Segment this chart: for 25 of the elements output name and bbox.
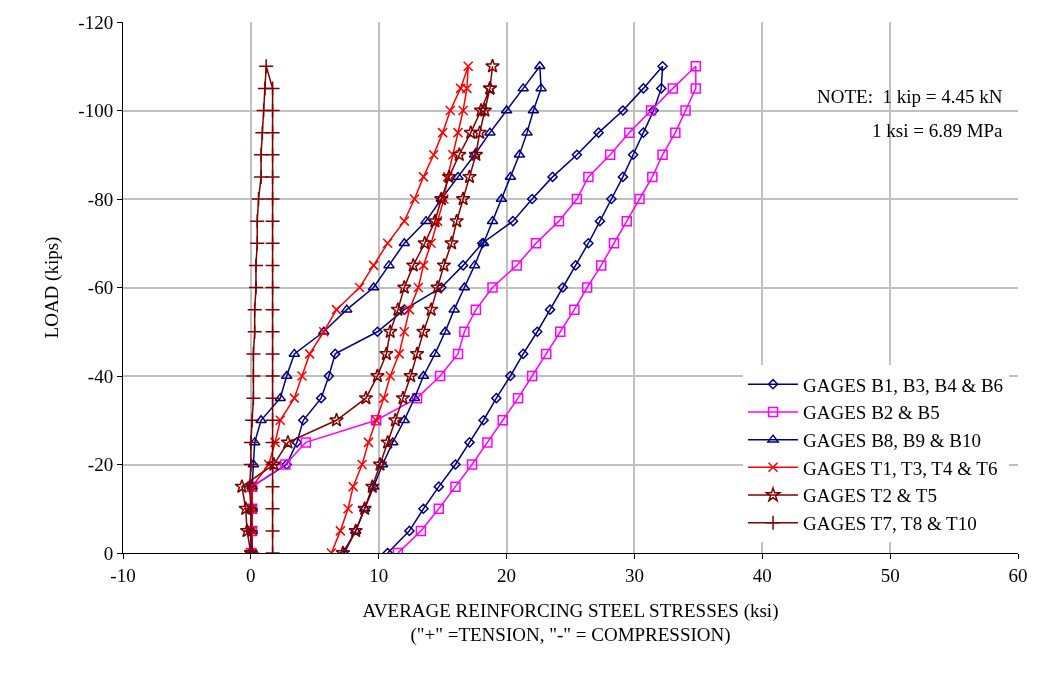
x-axis-title: AVERAGE REINFORCING STEEL STRESSES (ksi) ("+" =TENSION, "-" = COMPRESSION) [362,599,779,647]
y-axis-title: LOAD (kips) [41,236,64,339]
legend-label: GAGES T2 & T5 [803,485,937,507]
legend-label: GAGES B1, B3, B4 & B6 [803,374,1004,396]
y-tick-label: -40 [87,365,114,387]
annotation: 1 ksi = 6.89 MPa [872,120,1004,141]
y-tick-label: 0 [103,542,114,564]
x-tick-label: 10 [369,564,389,586]
y-tick-label: -120 [78,11,114,33]
y-tick-label: -80 [87,188,114,210]
y-tick-label: -100 [78,100,114,122]
legend-label: GAGES B8, B9 & B10 [803,430,981,452]
x-tick-label: 60 [1008,564,1028,586]
x-tick-label: 50 [880,564,900,586]
y-tick-label: -60 [87,277,114,299]
x-tick-label: 20 [497,564,517,586]
x-tick-label: -10 [110,564,136,586]
legend-label: GAGES T1, T3, T4 & T6 [803,457,998,479]
x-tick-label: 40 [752,564,772,586]
legend-label: GAGES T7, T8 & T10 [803,513,977,535]
legend-label: GAGES B2 & B5 [803,402,940,424]
x-tick-label: 0 [246,564,256,586]
y-tick-label: -20 [87,454,114,476]
annotation: NOTE: 1 kip = 4.45 kN [817,86,1003,107]
x-tick-label: 30 [624,564,644,586]
